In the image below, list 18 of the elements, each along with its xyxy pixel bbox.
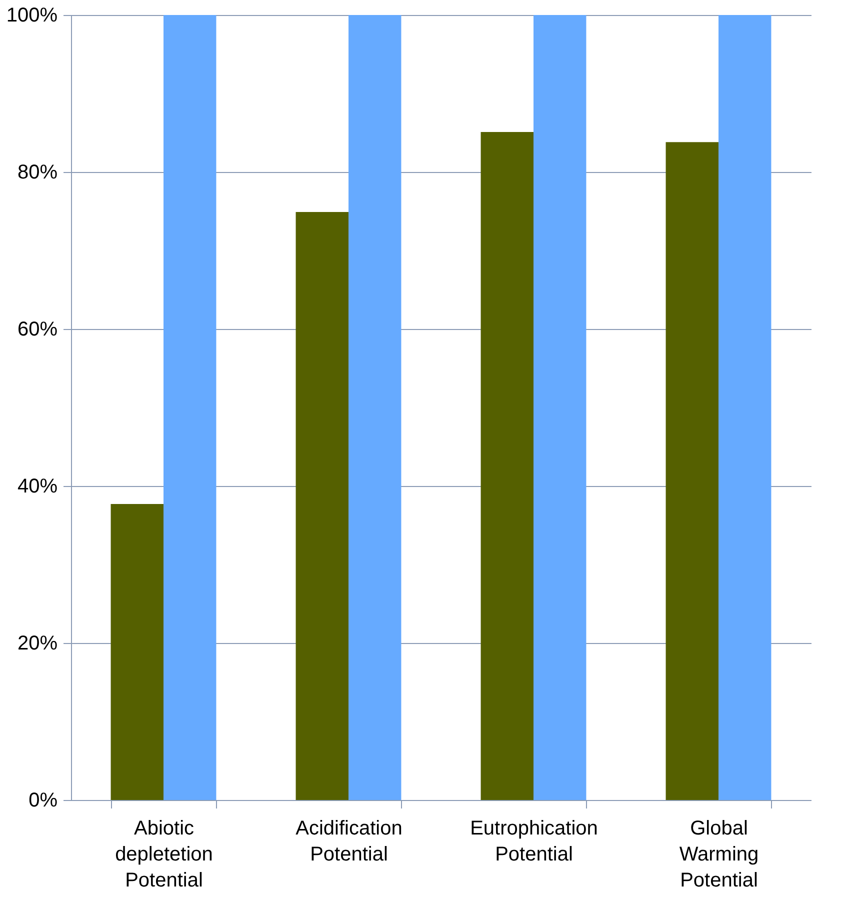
y-tick-label: 80%	[17, 162, 58, 184]
y-tick-label: 60%	[17, 318, 58, 340]
bar	[718, 15, 772, 800]
x-tick-label: Abiotic depletetion Potential	[115, 818, 213, 892]
bar	[348, 15, 402, 800]
bar	[534, 15, 586, 800]
x-tick-label: Global Warming Potential	[679, 818, 759, 892]
y-tick-label: 20%	[17, 632, 58, 654]
bar	[110, 504, 164, 800]
x-tick-label: Eutrophication Potential	[470, 818, 598, 866]
y-tick-label: 40%	[17, 476, 58, 498]
bar	[296, 212, 348, 800]
y-tick-label: 100%	[6, 4, 58, 26]
x-tick-label: Acidification Potential	[296, 818, 402, 866]
bar	[666, 142, 718, 800]
bar	[164, 15, 216, 800]
bar	[480, 132, 534, 800]
y-tick-label: 0%	[28, 790, 58, 812]
